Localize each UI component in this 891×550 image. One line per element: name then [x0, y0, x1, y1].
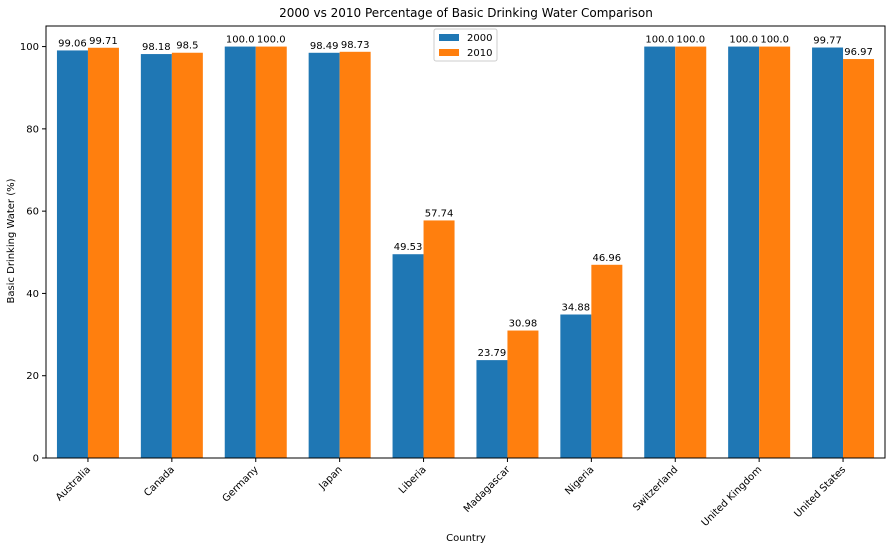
data-label-2010-6: 46.96	[593, 253, 622, 264]
y-tick-label-5: 100	[20, 42, 39, 53]
bar-2000-7	[644, 46, 676, 458]
x-axis-title: Country	[446, 533, 486, 544]
legend-label-2000: 2000	[467, 33, 492, 44]
y-axis: 0 20 40 60 80 100	[20, 42, 46, 465]
x-tick-label-7: Switzerland	[631, 464, 680, 513]
data-label-2000-6: 34.88	[562, 302, 591, 313]
bar-2010-6	[591, 264, 623, 458]
bar-2000-2	[224, 46, 256, 458]
data-label-2010-7: 100.0	[676, 35, 705, 46]
x-axis: Australia Canada Germany Japan Liberia Madaga…	[54, 458, 848, 529]
data-label-2010-4: 57.74	[425, 208, 454, 219]
y-axis-title: Basic Drinking Water (%)	[6, 178, 17, 303]
bars-group	[56, 46, 875, 459]
bar-2010-5	[507, 330, 539, 458]
data-label-2000-0: 99.06	[58, 38, 87, 49]
legend: 2000 2010	[433, 28, 498, 62]
bar-2010-2	[255, 46, 287, 458]
data-label-2010-3: 98.73	[341, 40, 370, 51]
bar-2000-1	[140, 54, 172, 459]
x-tick-label-6: Nigeria	[563, 464, 596, 497]
y-tick-label-2: 40	[26, 289, 39, 300]
y-tick-label-3: 60	[26, 207, 39, 218]
x-tick-label-0: Australia	[54, 464, 93, 503]
y-tick-label-1: 20	[26, 371, 39, 382]
plot-frame	[45, 25, 886, 459]
y-tick-label-4: 80	[26, 124, 39, 135]
x-tick-label-4: Liberia	[397, 464, 429, 496]
data-label-2000-1: 98.18	[142, 42, 171, 53]
bar-2010-3	[339, 51, 371, 458]
bar-2000-6	[560, 314, 592, 458]
data-label-2010-5: 30.98	[509, 319, 538, 330]
bar-2010-0	[87, 47, 119, 458]
legend-swatch-2000	[439, 34, 459, 41]
data-label-2000-5: 23.79	[478, 348, 507, 359]
x-tick-label-3: Japan	[317, 464, 345, 492]
bar-2000-3	[308, 52, 340, 459]
x-tick-label-5: Madagascar	[462, 464, 513, 515]
data-label-2000-9: 99.77	[813, 36, 842, 47]
bar-2010-8	[759, 46, 791, 458]
bar-2010-1	[171, 52, 203, 458]
x-tick-label-9: United States	[793, 464, 849, 520]
chart-title: 2000 vs 2010 Percentage of Basic Drinkin…	[279, 6, 653, 20]
data-label-2000-7: 100.0	[645, 35, 674, 46]
bar-2010-4	[423, 220, 455, 458]
legend-label-2010: 2010	[467, 48, 492, 59]
data-label-2010-8: 100.0	[760, 35, 789, 46]
x-tick-label-2: Germany	[221, 464, 261, 504]
bar-2010-9	[843, 59, 875, 458]
x-tick-label-1: Canada	[142, 464, 177, 499]
data-label-2010-0: 99.71	[89, 36, 118, 47]
bar-2000-4	[392, 254, 424, 458]
data-label-2000-2: 100.0	[226, 35, 255, 46]
bar-2000-9	[812, 47, 844, 459]
bar-2010-7	[675, 46, 707, 458]
data-label-2010-1: 98.5	[176, 41, 198, 52]
x-tick-label-8: United Kingdom	[700, 464, 765, 529]
y-tick-label-0: 0	[33, 454, 39, 465]
data-label-2000-3: 98.49	[310, 41, 339, 52]
data-label-2000-4: 49.53	[394, 242, 423, 253]
bar-2000-0	[56, 50, 88, 459]
data-label-2010-2: 100.0	[257, 35, 286, 46]
bar-2000-8	[728, 46, 760, 458]
data-label-2000-8: 100.0	[729, 35, 758, 46]
data-label-2010-9: 96.97	[844, 47, 873, 58]
bar-2000-5	[476, 360, 508, 458]
legend-swatch-2010	[439, 49, 459, 56]
